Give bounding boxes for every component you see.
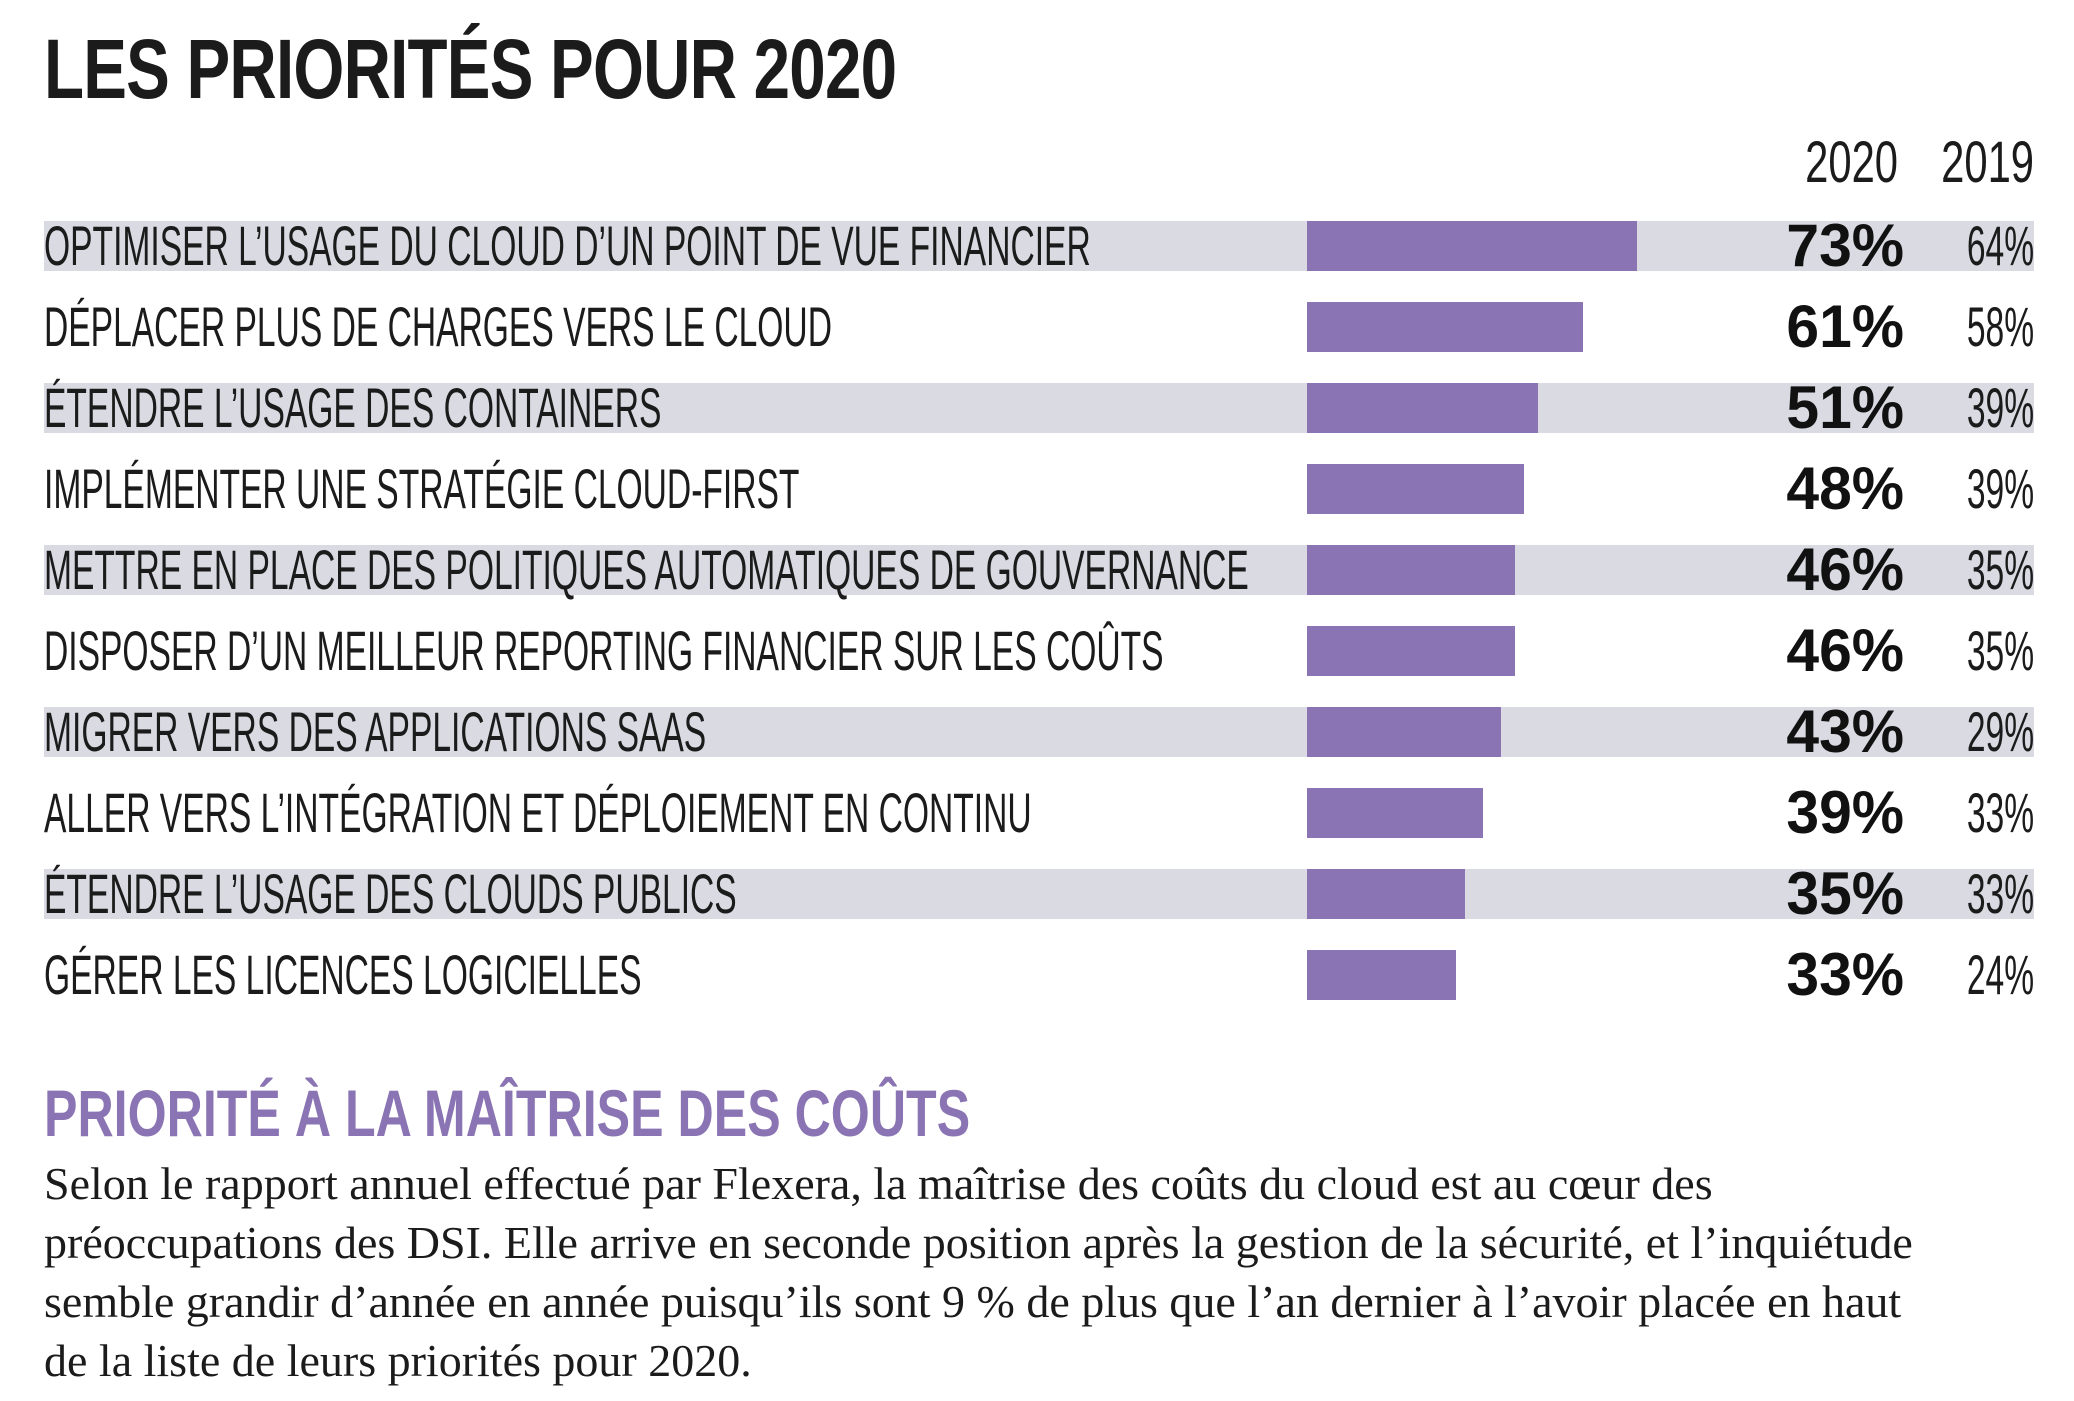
chart-row: ALLER VERS L’INTÉGRATION ET DÉPLOIEMENT … xyxy=(44,779,2034,846)
value-label-2019: 39% xyxy=(1966,457,2034,520)
category-label: IMPLÉMENTER UNE STRATÉGIE CLOUD-FIRST xyxy=(44,457,800,520)
chart-title: LES PRIORITÉS POUR 2020 xyxy=(44,22,897,116)
chart-row: DÉPLACER PLUS DE CHARGES VERS LE CLOUD 61… xyxy=(44,293,2034,360)
value-label-2019: 39% xyxy=(1966,376,2034,439)
bar-2020 xyxy=(1307,545,1515,595)
row-shading xyxy=(44,707,2034,757)
bar-2020 xyxy=(1307,464,1524,514)
category-label: ÉTENDRE L’USAGE DES CONTAINERS xyxy=(44,376,662,439)
article-body: Selon le rapport annuel effectué par Fle… xyxy=(44,1158,1913,1386)
chart-row: METTRE EN PLACE DES POLITIQUES AUTOMATIQ… xyxy=(44,536,2034,603)
bar-2020 xyxy=(1307,869,1466,919)
value-label-2020: 33% xyxy=(1786,941,1904,1008)
chart-row: GÉRER LES LICENCES LOGICIELLES 33% 24% xyxy=(44,941,2034,1008)
value-label-2020: 48% xyxy=(1786,455,1904,522)
row-shading xyxy=(44,869,2034,919)
category-label: DISPOSER D’UN MEILLEUR REPORTING FINANCI… xyxy=(44,619,1164,682)
chart-row: ÉTENDRE L’USAGE DES CONTAINERS 51% 39% xyxy=(44,374,2034,441)
value-label-2020: 43% xyxy=(1786,698,1904,765)
row-shading xyxy=(44,545,2034,595)
bar-2020 xyxy=(1307,950,1457,1000)
category-label: METTRE EN PLACE DES POLITIQUES AUTOMATIQ… xyxy=(44,538,1249,601)
chart-row: MIGRER VERS DES APPLICATIONS SAAS 43% 29% xyxy=(44,698,2034,765)
category-label: MIGRER VERS DES APPLICATIONS SAAS xyxy=(44,700,707,763)
chart-row: IMPLÉMENTER UNE STRATÉGIE CLOUD-FIRST 48%… xyxy=(44,455,2034,522)
row-shading xyxy=(44,383,2034,433)
chart-row: OPTIMISER L’USAGE DU CLOUD D’UN POINT DE… xyxy=(44,212,2034,279)
category-label: ÉTENDRE L’USAGE DES CLOUDS PUBLICS xyxy=(44,862,737,925)
value-label-2019: 33% xyxy=(1966,781,2034,844)
value-label-2019: 24% xyxy=(1966,943,2034,1006)
value-label-2019: 58% xyxy=(1966,295,2034,358)
value-label-2019: 35% xyxy=(1966,538,2034,601)
bar-2020 xyxy=(1307,383,1538,433)
value-label-2020: 51% xyxy=(1786,374,1904,441)
category-label: ALLER VERS L’INTÉGRATION ET DÉPLOIEMENT … xyxy=(44,781,1032,844)
value-label-2019: 33% xyxy=(1966,862,2034,925)
column-header-2019: 2019 xyxy=(1941,130,2034,195)
chart-row: ÉTENDRE L’USAGE DES CLOUDS PUBLICS 35% 33% xyxy=(44,860,2034,927)
value-label-2020: 46% xyxy=(1786,536,1904,603)
value-label-2020: 35% xyxy=(1786,860,1904,927)
value-label-2019: 35% xyxy=(1966,619,2034,682)
bar-2020 xyxy=(1307,626,1515,676)
priority-chart: OPTIMISER L’USAGE DU CLOUD D’UN POINT DE… xyxy=(44,212,2034,1031)
value-label-2019: 64% xyxy=(1966,214,2034,277)
value-label-2020: 61% xyxy=(1786,293,1904,360)
value-label-2020: 73% xyxy=(1786,212,1904,279)
value-label-2019: 29% xyxy=(1966,700,2034,763)
bar-2020 xyxy=(1307,788,1484,838)
bar-2020 xyxy=(1307,221,1637,271)
chart-row: DISPOSER D’UN MEILLEUR REPORTING FINANCI… xyxy=(44,617,2034,684)
bar-2020 xyxy=(1307,302,1583,352)
column-header-2020: 2020 xyxy=(1805,130,1898,195)
bar-2020 xyxy=(1307,707,1502,757)
category-label: GÉRER LES LICENCES LOGICIELLES xyxy=(44,943,642,1006)
value-label-2020: 39% xyxy=(1786,779,1904,846)
category-label: OPTIMISER L’USAGE DU CLOUD D’UN POINT DE… xyxy=(44,214,1091,277)
value-label-2020: 46% xyxy=(1786,617,1904,684)
article-heading: PRIORITÉ À LA MAÎTRISE DES COÛTS xyxy=(44,1076,971,1150)
category-label: DÉPLACER PLUS DE CHARGES VERS LE CLOUD xyxy=(44,295,832,358)
row-shading xyxy=(44,221,2034,271)
